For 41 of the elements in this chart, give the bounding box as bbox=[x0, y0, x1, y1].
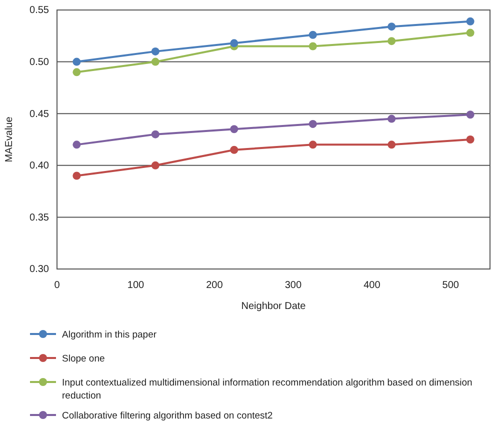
point bbox=[388, 37, 396, 46]
y-tick-label: 0.55 bbox=[30, 5, 50, 16]
point bbox=[388, 114, 396, 123]
x-tick-label: 500 bbox=[442, 280, 460, 292]
point bbox=[230, 125, 238, 134]
y-tick-label: 0.30 bbox=[30, 264, 50, 276]
point bbox=[151, 47, 160, 56]
x-tick-label: 0 bbox=[54, 280, 60, 292]
legend-label: Collaborative filtering algorithm based on contest2 bbox=[62, 410, 273, 422]
y-axis-title: MAEvalue bbox=[4, 116, 15, 162]
point bbox=[72, 58, 81, 66]
legend-label: Slope one bbox=[62, 354, 105, 364]
point bbox=[230, 39, 238, 48]
point bbox=[151, 161, 160, 170]
point bbox=[230, 146, 238, 154]
y-tick-label: 0.35 bbox=[30, 212, 50, 224]
point bbox=[388, 140, 396, 149]
x-tick-label: 300 bbox=[284, 280, 302, 292]
point bbox=[466, 28, 474, 37]
point bbox=[466, 136, 474, 144]
legend-label: Algorithm in this paper bbox=[62, 330, 157, 340]
point bbox=[72, 140, 81, 149]
point bbox=[388, 22, 396, 31]
point bbox=[308, 30, 317, 39]
point bbox=[72, 68, 81, 76]
x-tick-label: 200 bbox=[206, 280, 224, 292]
point bbox=[151, 130, 160, 138]
y-tick-label: 0.50 bbox=[30, 57, 50, 68]
point bbox=[72, 172, 81, 180]
point bbox=[308, 42, 317, 50]
point bbox=[308, 140, 317, 149]
y-tick-label: 0.40 bbox=[30, 160, 50, 172]
y-tick-label: 0.45 bbox=[30, 108, 50, 120]
point bbox=[308, 120, 317, 128]
x-tick-label: 400 bbox=[364, 280, 381, 292]
legend-label: Input contextualized multidimensional information recommendation algorithm based on dimension reduction bbox=[62, 378, 472, 402]
point bbox=[466, 17, 474, 26]
point bbox=[466, 110, 474, 119]
point bbox=[151, 58, 160, 66]
x-axis-title: Neighbor Date bbox=[241, 301, 306, 312]
x-tick-label: 100 bbox=[127, 280, 145, 292]
